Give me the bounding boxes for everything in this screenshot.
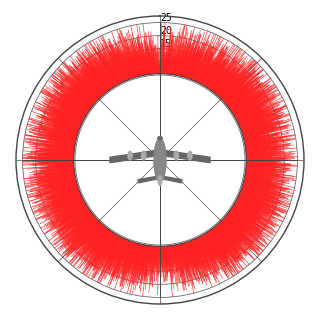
Ellipse shape bbox=[154, 138, 166, 182]
Polygon shape bbox=[163, 176, 182, 183]
Polygon shape bbox=[163, 150, 210, 163]
Polygon shape bbox=[110, 150, 157, 163]
Ellipse shape bbox=[141, 151, 146, 160]
Ellipse shape bbox=[158, 176, 162, 186]
Ellipse shape bbox=[158, 137, 162, 140]
Polygon shape bbox=[138, 176, 157, 183]
Ellipse shape bbox=[174, 151, 179, 160]
Ellipse shape bbox=[188, 151, 192, 160]
Ellipse shape bbox=[128, 151, 132, 160]
